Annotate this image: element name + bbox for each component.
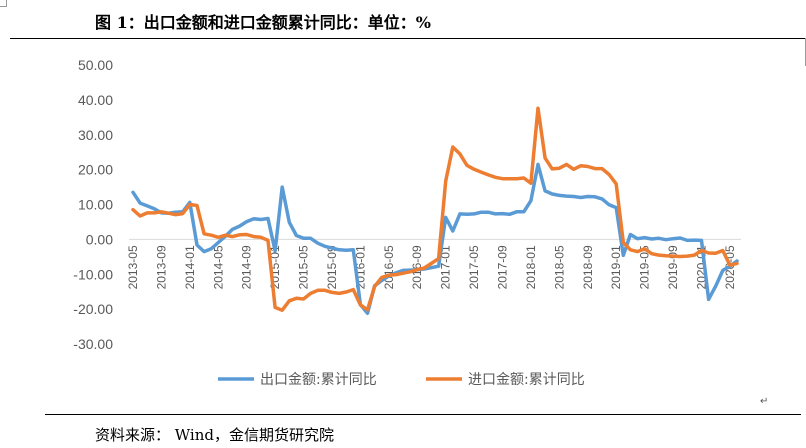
x-tick-label: 2016-05 bbox=[382, 245, 396, 289]
corner-mark bbox=[0, 0, 7, 7]
x-tick-label: 2017-09 bbox=[496, 245, 510, 289]
x-tick-label: 2017-01 bbox=[439, 245, 453, 289]
x-tick-label: 2014-05 bbox=[211, 245, 225, 289]
x-tick-label: 2015-09 bbox=[325, 245, 339, 289]
x-tick-label: 2014-09 bbox=[240, 245, 254, 289]
legend-label: 进口金额:累计同比 bbox=[468, 372, 585, 388]
x-tick-label: 2019-05 bbox=[638, 245, 652, 289]
y-tick-label: 20.00 bbox=[78, 162, 113, 178]
y-tick-label: -30.00 bbox=[73, 336, 113, 352]
y-tick-label: 40.00 bbox=[78, 92, 113, 108]
x-tick-label: 2017-05 bbox=[467, 245, 481, 289]
x-tick-label: 2018-05 bbox=[552, 245, 566, 289]
chart-title: 图 1：出口金额和进口金额累计同比：单位：% bbox=[95, 13, 431, 32]
x-axis: 2013-05 2013-09 2014-01 2014-05 2014-09 2015-… bbox=[126, 238, 741, 289]
x-tick-label: 2018-09 bbox=[581, 245, 595, 289]
legend: 出口金额:累计同比 进口金额:累计同比 bbox=[218, 372, 585, 388]
x-tick-label: 2018-01 bbox=[524, 245, 538, 289]
y-tick-label: -10.00 bbox=[73, 266, 113, 282]
y-tick-label: 50.00 bbox=[78, 57, 113, 73]
bottom-rule bbox=[45, 414, 801, 415]
x-tick-label: 2019-09 bbox=[666, 245, 680, 289]
series-line-export bbox=[131, 162, 739, 316]
x-tick-label: 2015-05 bbox=[297, 245, 311, 289]
x-tick-label: 2014-01 bbox=[183, 245, 197, 289]
series-group bbox=[131, 106, 739, 316]
y-axis: 50.00 40.00 30.00 20.00 10.00 0.00 -10.00 -20.0… bbox=[73, 57, 113, 352]
legend-label: 出口金额:累计同比 bbox=[260, 372, 377, 388]
x-tick-label: 2013-05 bbox=[126, 245, 140, 289]
paragraph-mark: ↵ bbox=[760, 396, 769, 407]
y-tick-label: 10.00 bbox=[78, 197, 113, 213]
x-tick-label: 2016-09 bbox=[410, 245, 424, 289]
y-tick-label: -20.00 bbox=[73, 301, 113, 317]
series-line-import bbox=[131, 106, 739, 312]
y-tick-label: 30.00 bbox=[78, 127, 113, 143]
top-rule bbox=[10, 38, 806, 39]
source-note: 资料来源： Wind，金信期货研究院 bbox=[95, 426, 334, 444]
y-tick-label: 0.00 bbox=[86, 231, 113, 247]
line-chart: 50.00 40.00 30.00 20.00 10.00 0.00 -10.00 -20.0… bbox=[73, 57, 741, 388]
x-tick-label: 2013-09 bbox=[154, 245, 168, 289]
x-tick-label: 2019-01 bbox=[609, 245, 623, 289]
